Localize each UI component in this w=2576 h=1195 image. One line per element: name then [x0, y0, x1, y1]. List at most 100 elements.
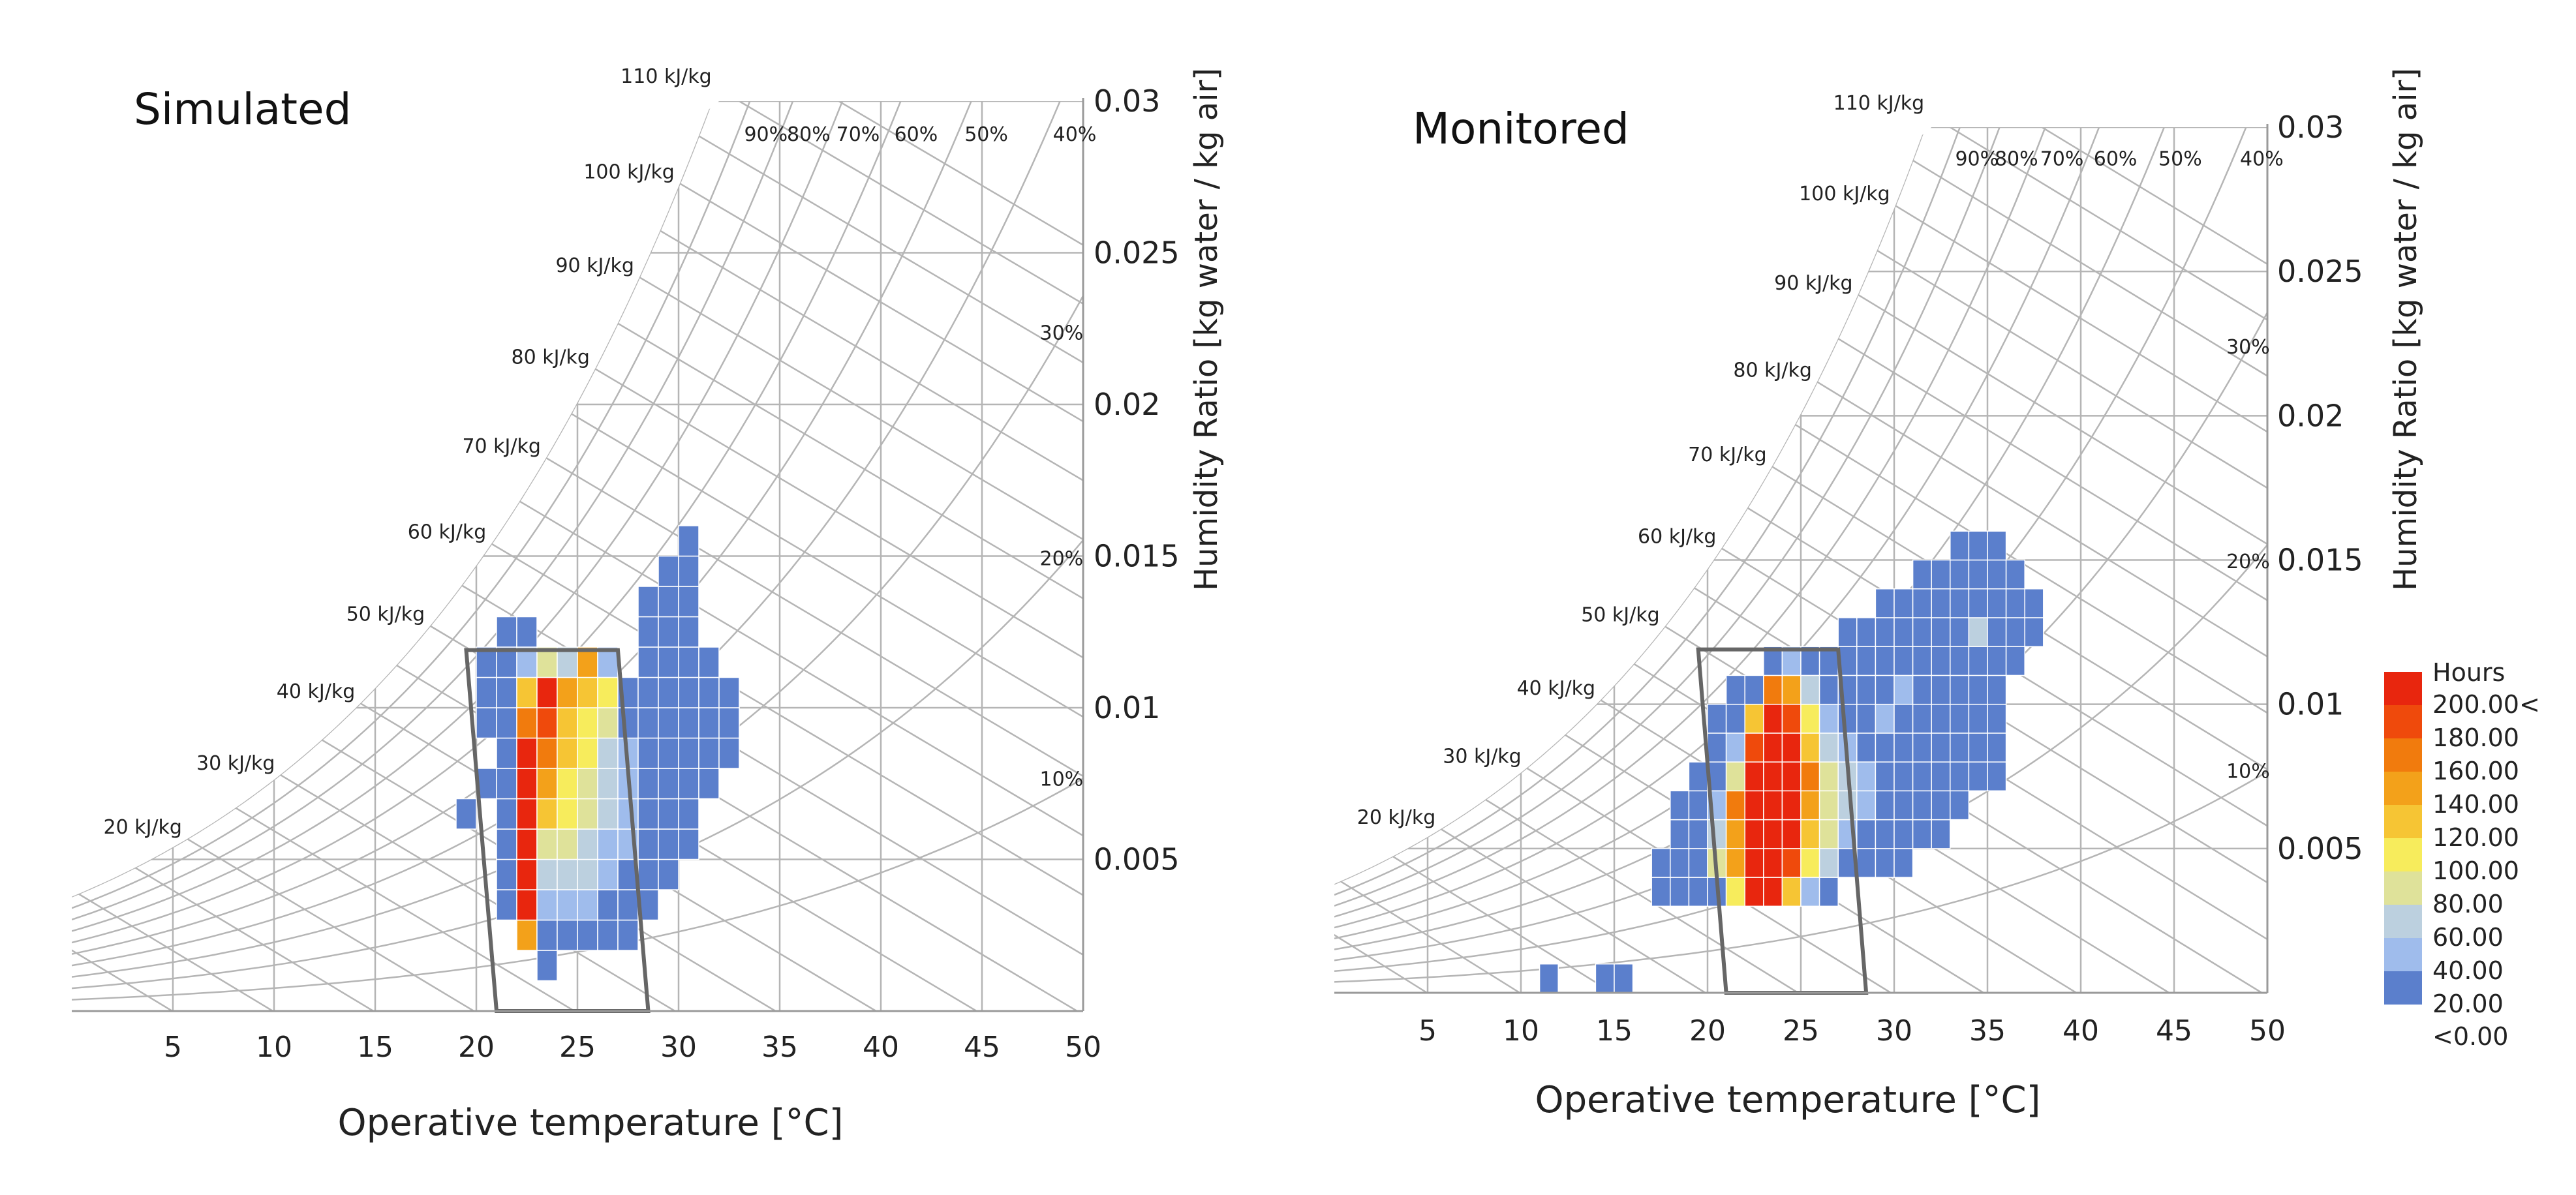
enthalpy-line [679, 183, 1083, 1011]
y-tick-label: 0.005 [1094, 842, 1180, 877]
heatmap-cell [1987, 761, 2007, 792]
heatmap-cell [577, 676, 598, 708]
heatmap-cell [1968, 646, 1988, 676]
enthalpy-label: 20 kJ/kg [1357, 806, 1435, 829]
heatmap-cell [1818, 819, 1839, 849]
heatmap-cell [1875, 761, 1895, 792]
heatmap-cell [577, 858, 598, 890]
rh-curve [1334, 127, 2054, 907]
heatmap-cell [1987, 703, 2007, 734]
enthalpy-label: 50 kJ/kg [346, 603, 425, 626]
x-tick-label: 15 [1596, 1014, 1633, 1048]
x-tick-label: 15 [357, 1031, 393, 1064]
heatmap-cell [597, 707, 619, 739]
y-tick-label: 0.01 [2277, 687, 2344, 722]
heatmap-cell [1725, 761, 1745, 792]
enthalpy-line [570, 413, 1083, 1011]
heatmap-cell [1688, 819, 1708, 849]
heatmap-cell [557, 737, 578, 769]
heatmap-cell [1818, 674, 1839, 705]
heatmap-cell [1688, 877, 1708, 907]
heatmap-cell [496, 889, 517, 921]
heatmap-cell [557, 646, 578, 678]
x-tick-label: 30 [660, 1031, 697, 1064]
hours-legend: 200.00< 180.00 160.00 140.00 120.00 100.00 80.… [2384, 658, 2540, 1051]
heatmap-cell [516, 676, 538, 708]
x-tick-label: 40 [2062, 1014, 2099, 1048]
heatmap-cell [1894, 733, 1914, 763]
heatmap-cell [1950, 790, 1970, 821]
heatmap-cell [1800, 761, 1820, 792]
heatmap-cell [1987, 559, 2007, 590]
heatmap-cell [1688, 848, 1708, 878]
heatmap-cell [637, 707, 659, 739]
legend-label: 140.00 [2432, 790, 2519, 819]
heatmap-cell [1856, 617, 1877, 647]
x-tick-label: 5 [164, 1031, 182, 1064]
enthalpy-label: 80 kJ/kg [512, 346, 590, 369]
heatmap-cell [496, 798, 517, 830]
enthalpy-label: 20 kJ/kg [103, 816, 181, 839]
heatmap-cell [1744, 877, 1764, 907]
heatmap-cell [557, 858, 578, 890]
heatmap-cell [658, 768, 679, 800]
enthalpy-label: 80 kJ/kg [1733, 359, 1811, 382]
heatmap-cell [516, 707, 538, 739]
heatmap-cell [1688, 790, 1708, 821]
heatmap-cell [1781, 733, 1802, 763]
rh-label: 90% [1955, 147, 1999, 170]
rh-label: 40% [1053, 123, 1097, 146]
rh-label: 60% [895, 123, 938, 146]
heatmap-cell [1763, 790, 1783, 821]
enthalpy-line [235, 807, 575, 1011]
heatmap-cell [1950, 588, 1970, 618]
enthalpy-line [1440, 828, 1706, 993]
enthalpy-label: 110 kJ/kg [1833, 92, 1925, 115]
heatmap-cell [597, 798, 619, 830]
rh-label: 30% [2226, 336, 2270, 359]
heatmap-cell [496, 707, 517, 739]
enthalpy-line [594, 368, 1083, 1011]
heatmap-cell [678, 768, 699, 800]
heatmap-cell [1894, 617, 1914, 647]
heatmap-cell [1875, 617, 1895, 647]
heatmap-cell [1763, 848, 1783, 878]
heatmap-cell [1781, 819, 1802, 849]
panel-monitored: 5 10 15 20 25 30 35 40 45 50 0.005 0.01 0.015 0.02 0.0… [1334, 68, 2424, 1121]
heatmap-cell [658, 616, 679, 648]
rh-label: 50% [2158, 147, 2202, 170]
heatmap-cell [1968, 703, 1988, 734]
enthalpy-line [639, 276, 1083, 1011]
enthalpy-line [1857, 294, 2267, 993]
heatmap-cell [577, 889, 598, 921]
heatmap-cell [617, 889, 639, 921]
enthalpy-label: 70 kJ/kg [1688, 444, 1766, 466]
enthalpy-line [545, 457, 1083, 1011]
x-tick-label: 45 [2156, 1014, 2192, 1048]
heatmap-cell [698, 646, 720, 678]
heatmap-cell [1875, 848, 1895, 878]
legend-swatch [2384, 738, 2422, 772]
enthalpy-line [1334, 903, 1428, 993]
heatmap-cell [1707, 733, 1727, 763]
heatmap-cell [1950, 559, 1970, 590]
heatmap-cell [536, 707, 558, 739]
heatmap-cell [536, 950, 558, 982]
heatmap-cell [496, 676, 517, 708]
heatmap-cell [637, 768, 659, 800]
chart-title: Simulated [134, 84, 352, 134]
y-tick-label: 0.01 [1094, 690, 1160, 725]
heatmap-cell [577, 919, 598, 951]
heatmap-cell [658, 707, 679, 739]
heatmap-cell [1987, 646, 2007, 676]
heatmap-cell [678, 616, 699, 648]
rh-curve [1334, 127, 2017, 896]
heatmap-cell [577, 798, 598, 830]
heatmap-cell [516, 768, 538, 800]
legend-label: 180.00 [2432, 723, 2519, 752]
heatmap-cell [577, 828, 598, 860]
heatmap-cell [1818, 848, 1839, 878]
heatmap-cell [597, 889, 619, 921]
heatmap-cell [678, 737, 699, 769]
